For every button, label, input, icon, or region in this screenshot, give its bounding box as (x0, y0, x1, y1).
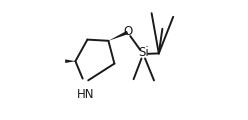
Text: HN: HN (77, 88, 94, 101)
Polygon shape (108, 31, 128, 41)
Polygon shape (65, 59, 75, 63)
Text: Si: Si (138, 46, 149, 59)
Text: O: O (124, 25, 133, 38)
